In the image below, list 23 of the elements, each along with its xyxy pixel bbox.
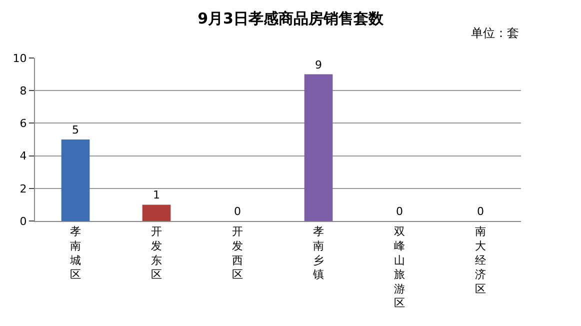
data-label: 0 (396, 205, 404, 218)
x-tick-label: 孝南城区 (69, 225, 81, 282)
y-tick-label: 6 (20, 117, 27, 130)
y-tick-label: 10 (12, 52, 27, 65)
x-tick-label: 孝南乡镇 (312, 225, 324, 282)
data-label: 0 (234, 205, 242, 218)
data-label: 9 (315, 58, 322, 72)
chart-subtitle: 单位：套 (471, 26, 519, 40)
chart-title: 9月3日孝感商品房销售套数 (198, 10, 384, 28)
bar (304, 74, 333, 221)
x-tick-label: 开发西区 (232, 225, 243, 282)
y-tick-label: 4 (20, 150, 27, 163)
data-label: 1 (153, 188, 160, 202)
y-tick-label: 0 (20, 214, 27, 228)
x-tick-label: 双峰山旅游区 (394, 225, 405, 310)
data-label: 0 (477, 205, 484, 218)
y-tick-label: 8 (20, 84, 27, 98)
x-tick-label: 开发东区 (151, 225, 162, 282)
bar (61, 140, 90, 221)
x-tick-label: 南大经济区 (475, 225, 486, 296)
y-tick-label: 2 (20, 182, 27, 196)
bar (142, 204, 171, 221)
data-label: 5 (72, 124, 80, 136)
